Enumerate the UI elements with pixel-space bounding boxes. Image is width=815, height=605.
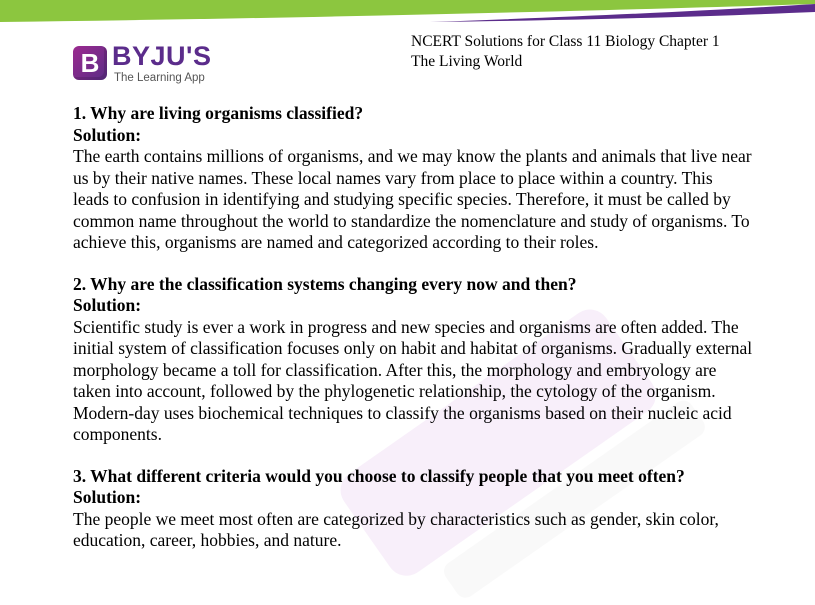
answer-text: The people we meet most often are catego… <box>73 508 719 551</box>
solution-label: Solution: <box>73 295 142 315</box>
top-banner <box>0 0 815 30</box>
question-heading: 2. Why are the classification systems ch… <box>73 273 577 294</box>
document-header: NCERT Solutions for Class 11 Biology Cha… <box>411 32 720 72</box>
question-block: 2. Why are the classification systems ch… <box>73 274 753 446</box>
logo-badge-icon: B <box>73 46 107 80</box>
question-heading: 1. Why are living organisms classified? <box>73 103 364 123</box>
logo-brand: BYJU'S <box>112 41 212 71</box>
answer-text: Scientific study is ever a work in progr… <box>73 316 753 445</box>
doc-title-line2: The Living World <box>411 53 523 70</box>
solution-label: Solution: <box>73 487 142 507</box>
logo-tagline: The Learning App <box>114 72 205 84</box>
byjus-logo: B BYJU'S The Learning App <box>73 43 211 85</box>
answer-text: The earth contains millions of organisms… <box>73 146 752 252</box>
question-block: 3. What different criteria would you cho… <box>73 466 753 552</box>
question-block: 1. Why are living organisms classified? … <box>73 103 753 254</box>
document-body: 1. Why are living organisms classified? … <box>73 103 753 572</box>
doc-title-line1: NCERT Solutions for Class 11 Biology Cha… <box>411 33 720 50</box>
solution-label: Solution: <box>73 124 142 145</box>
banner-swoosh-graphic <box>0 0 815 22</box>
question-heading: 3. What different criteria would you cho… <box>73 465 685 486</box>
logo-text: BYJU'S The Learning App <box>112 43 211 85</box>
